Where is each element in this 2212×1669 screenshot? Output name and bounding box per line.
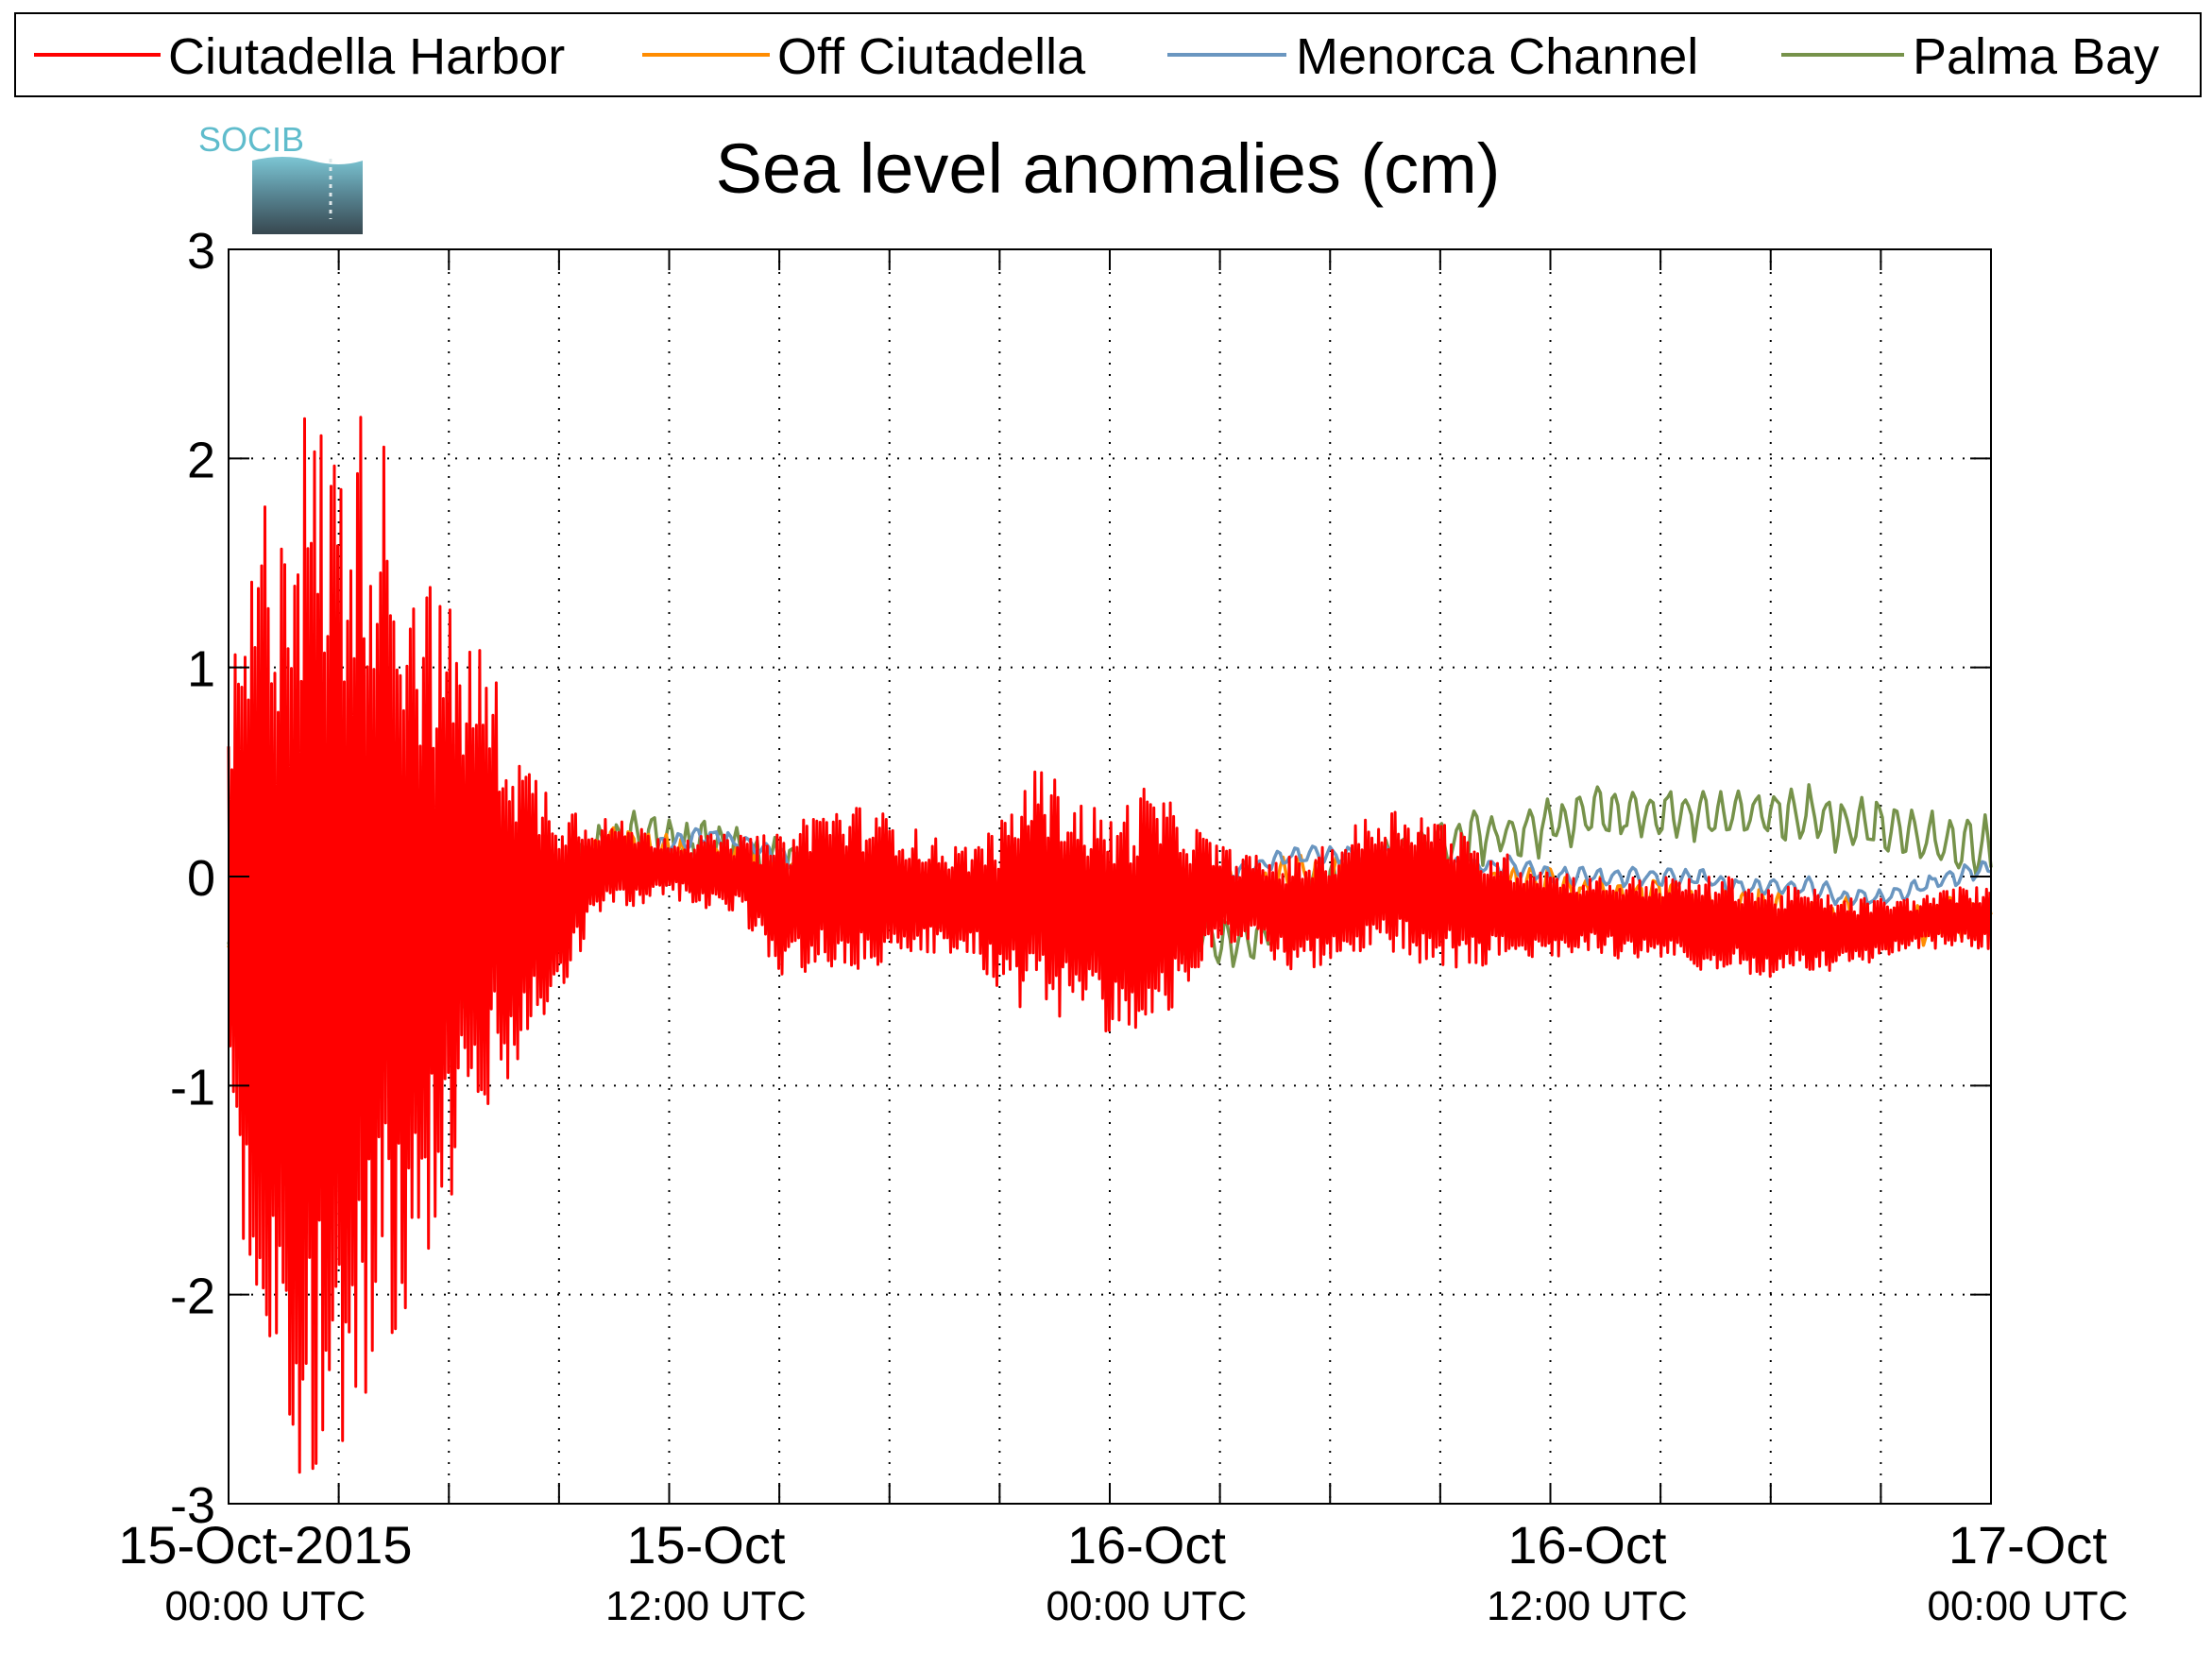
logo-wave bbox=[252, 157, 363, 234]
y-tick-label: 3 bbox=[187, 223, 215, 280]
series-layer bbox=[227, 416, 1993, 1474]
legend-entry-off-ciutadella: Off Ciutadella bbox=[642, 28, 1086, 85]
x-tick-label: 17-Oct bbox=[1948, 1515, 2107, 1575]
y-tick-label: -1 bbox=[170, 1059, 215, 1116]
y-tick-label: 0 bbox=[187, 850, 215, 907]
legend-label: Palma Bay bbox=[1913, 28, 2159, 85]
series-line-ciutadella-harbor bbox=[227, 416, 1992, 1474]
logo-text: SOCIB bbox=[198, 120, 304, 159]
y-tick-label: -3 bbox=[170, 1477, 215, 1534]
y-tick-label: -2 bbox=[170, 1269, 215, 1325]
x-tick-label: 15-Oct bbox=[626, 1515, 785, 1575]
x-tick-sublabel: 00:00 UTC bbox=[1927, 1583, 2128, 1629]
legend-label: Off Ciutadella bbox=[777, 28, 1086, 85]
x-tick-sublabel: 12:00 UTC bbox=[1487, 1583, 1688, 1629]
y-tick-label: 2 bbox=[187, 432, 215, 488]
y-tick-label: 1 bbox=[187, 641, 215, 698]
legend: Ciutadella Harbor Off Ciutadella Menorca… bbox=[14, 12, 2202, 97]
legend-entry-ciutadella-harbor: Ciutadella Harbor bbox=[34, 28, 565, 85]
x-tick-label: 16-Oct bbox=[1067, 1515, 1226, 1575]
tick-labels: -3 -2 -1 0 1 2 3 15-Oct-2015 00:00 UTC 15-Oct 12:0… bbox=[118, 223, 2128, 1629]
legend-label: Ciutadella Harbor bbox=[168, 28, 565, 85]
x-tick-sublabel: 12:00 UTC bbox=[605, 1583, 807, 1629]
x-tick-sublabel: 00:00 UTC bbox=[1046, 1583, 1247, 1629]
socib-logo-icon: SOCIB bbox=[198, 120, 363, 234]
legend-entry-palma-bay: Palma Bay bbox=[1781, 28, 2159, 85]
x-tick-label: 15-Oct-2015 bbox=[118, 1515, 412, 1575]
x-tick-label: 16-Oct bbox=[1507, 1515, 1666, 1575]
legend-label: Menorca Channel bbox=[1296, 28, 1698, 85]
chart-title: Sea level anomalies (cm) bbox=[716, 129, 1501, 208]
ticks bbox=[229, 248, 1992, 1505]
x-tick-sublabel: 00:00 UTC bbox=[164, 1583, 366, 1629]
legend-entry-menorca-channel: Menorca Channel bbox=[1167, 28, 1698, 85]
